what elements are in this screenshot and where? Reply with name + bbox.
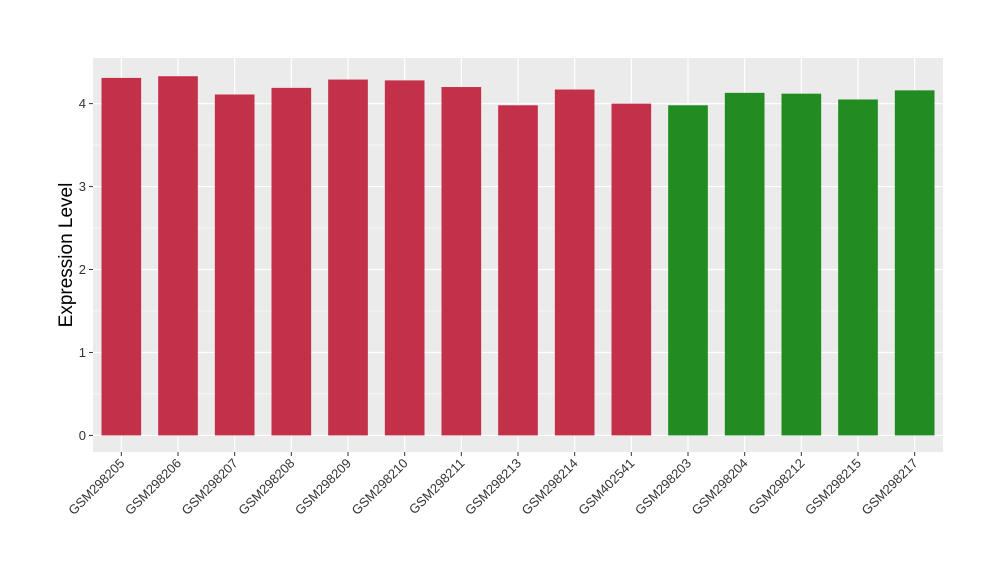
x-tick-label: GSM298206 <box>122 456 184 518</box>
y-axis-title: Expression Level <box>56 183 77 328</box>
x-tick-label: GSM298203 <box>632 456 694 518</box>
bar-GSM298215 <box>838 99 878 436</box>
bar-GSM298212 <box>781 93 822 436</box>
bar-GSM298208 <box>271 87 312 436</box>
x-tick-label: GSM298208 <box>235 456 297 518</box>
bar-GSM298203 <box>668 105 708 436</box>
y-tick-label: 0 <box>79 428 86 443</box>
y-tick-label: 3 <box>79 179 86 194</box>
y-tick-label: 4 <box>79 96 86 111</box>
bar-GSM298204 <box>724 92 765 436</box>
bar-GSM298211 <box>441 87 482 436</box>
bar-GSM298213 <box>498 105 538 436</box>
x-tick-label: GSM298211 <box>406 456 468 518</box>
bar-GSM298207 <box>214 94 255 436</box>
y-tick-label: 2 <box>79 262 86 277</box>
x-axis: GSM298205GSM298206GSM298207GSM298208GSM2… <box>65 452 921 518</box>
x-tick-label: GSM298215 <box>802 456 864 518</box>
x-tick-label: GSM298210 <box>349 456 411 518</box>
bar-GSM298210 <box>384 80 425 436</box>
y-axis: 0 1 2 3 4 <box>79 96 93 443</box>
x-tick-label: GSM298217 <box>859 456 921 518</box>
bar-GSM298205 <box>101 77 142 436</box>
bar-GSM298209 <box>328 79 368 436</box>
x-tick-label: GSM298204 <box>689 456 751 518</box>
x-tick-label: GSM298214 <box>519 456 581 518</box>
x-tick-label: GSM402541 <box>575 456 637 518</box>
x-tick-label: GSM298205 <box>65 456 127 518</box>
bar-GSM298214 <box>554 89 595 436</box>
x-tick-label: GSM298213 <box>462 456 524 518</box>
x-tick-label: GSM298212 <box>745 456 807 518</box>
x-tick-label: GSM298207 <box>179 456 241 518</box>
bars <box>101 76 935 436</box>
bar-GSM298217 <box>894 90 935 436</box>
bar-GSM402541 <box>611 103 652 436</box>
bar-GSM298206 <box>158 76 198 436</box>
x-tick-label: GSM298209 <box>292 456 354 518</box>
y-tick-label: 1 <box>79 345 86 360</box>
